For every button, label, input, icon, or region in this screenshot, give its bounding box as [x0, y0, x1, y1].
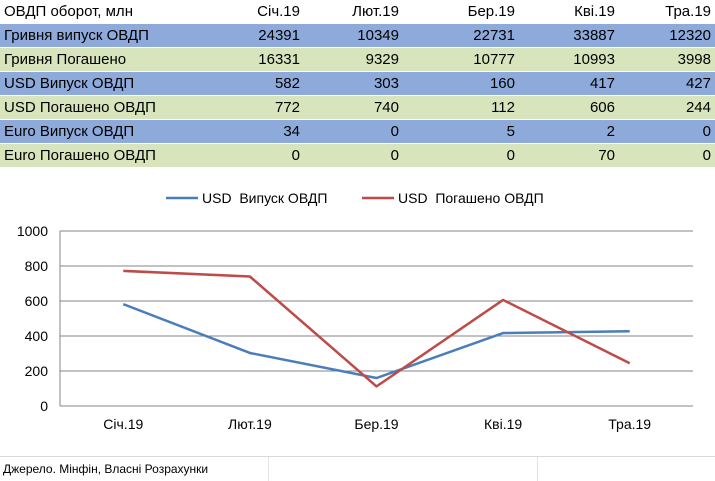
series-line — [123, 269, 631, 388]
table-cell: 0 — [403, 143, 519, 168]
table-cell: 606 — [519, 95, 619, 120]
series-line — [122, 302, 630, 380]
table-cell: 5 — [403, 119, 519, 144]
row-label: Гривня випуск ОВДП — [0, 23, 205, 48]
table-cell: 740 — [304, 95, 403, 120]
table-title: ОВДП оборот, млн — [0, 0, 205, 24]
table-cell: 0 — [619, 119, 715, 144]
table-cell: 582 — [205, 71, 304, 96]
x-tick-label: Тра.19 — [608, 416, 651, 432]
table-cell: 2 — [519, 119, 619, 144]
y-tick-label: 400 — [25, 328, 49, 344]
table-row: USD Випуск ОВДП 582 303 160 417 427 — [0, 71, 715, 96]
table-cell: 0 — [304, 143, 403, 168]
column-header: Кві.19 — [519, 0, 619, 24]
table-cell: 16331 — [205, 47, 304, 72]
table-row: Euro Випуск ОВДП 34 0 5 2 0 — [0, 119, 715, 144]
table-cell: 12320 — [619, 23, 715, 48]
row-label: Гривня Погашено — [0, 47, 205, 72]
table-cell: 33887 — [519, 23, 619, 48]
column-header: Січ.19 — [205, 0, 304, 24]
y-tick-label: 200 — [25, 363, 49, 379]
table-cell: 244 — [619, 95, 715, 120]
table-cell: 112 — [403, 95, 519, 120]
table-cell: 160 — [403, 71, 519, 96]
table-cell: 24391 — [205, 23, 304, 48]
table-cell: 10349 — [304, 23, 403, 48]
table-cell: 0 — [205, 143, 304, 168]
column-header: Лют.19 — [304, 0, 403, 24]
table-cell: 3998 — [619, 47, 715, 72]
y-tick-label: 600 — [25, 293, 49, 309]
column-header: Тра.19 — [619, 0, 715, 24]
y-tick-label: 0 — [40, 398, 48, 414]
row-label: USD Погашено ОВДП — [0, 95, 205, 120]
legend-label: USD Погашено ОВДП — [398, 190, 544, 206]
table-cell: 427 — [619, 71, 715, 96]
table-cell: 34 — [205, 119, 304, 144]
row-label: Euro Випуск ОВДП — [0, 119, 205, 144]
y-tick-label: 800 — [25, 258, 49, 274]
x-tick-label: Січ.19 — [103, 416, 143, 432]
table-cell: 10777 — [403, 47, 519, 72]
legend-label: USD Випуск ОВДП — [202, 190, 327, 206]
table-cell: 0 — [304, 119, 403, 144]
table-cell: 303 — [304, 71, 403, 96]
table-row: USD Погашено ОВДП 772 740 112 606 244 — [0, 95, 715, 120]
x-tick-label: Бер.19 — [354, 416, 398, 432]
line-chart: 0 200 400 600 800 1000 Січ.19 Лют.19 Бер.19 Кві.1… — [17, 190, 693, 432]
table-cell: 70 — [519, 143, 619, 168]
table-cell: 417 — [519, 71, 619, 96]
source-note: Джерело. Мінфін, Власні Розрахунки — [0, 456, 715, 481]
data-table: ОВДП оборот, млн Січ.19 Лют.19 Бер.19 Кв… — [0, 0, 715, 168]
table-row: Гривня Погашено 16331 9329 10777 10993 3… — [0, 47, 715, 72]
row-label: Euro Погашено ОВДП — [0, 143, 205, 168]
table-header-row: ОВДП оборот, млн Січ.19 Лют.19 Бер.19 Кв… — [0, 0, 715, 24]
table-cell: 10993 — [519, 47, 619, 72]
table-cell: 0 — [619, 143, 715, 168]
y-tick-label: 1000 — [17, 223, 48, 239]
x-tick-label: Кві.19 — [484, 416, 522, 432]
table-cell: 9329 — [304, 47, 403, 72]
table-cell: 22731 — [403, 23, 519, 48]
x-tick-label: Лют.19 — [228, 416, 272, 432]
row-label: USD Випуск ОВДП — [0, 71, 205, 96]
table-row: Euro Погашено ОВДП 0 0 0 70 0 — [0, 143, 715, 168]
table-cell: 772 — [205, 95, 304, 120]
column-header: Бер.19 — [403, 0, 519, 24]
table-row: Гривня випуск ОВДП 24391 10349 22731 338… — [0, 23, 715, 48]
